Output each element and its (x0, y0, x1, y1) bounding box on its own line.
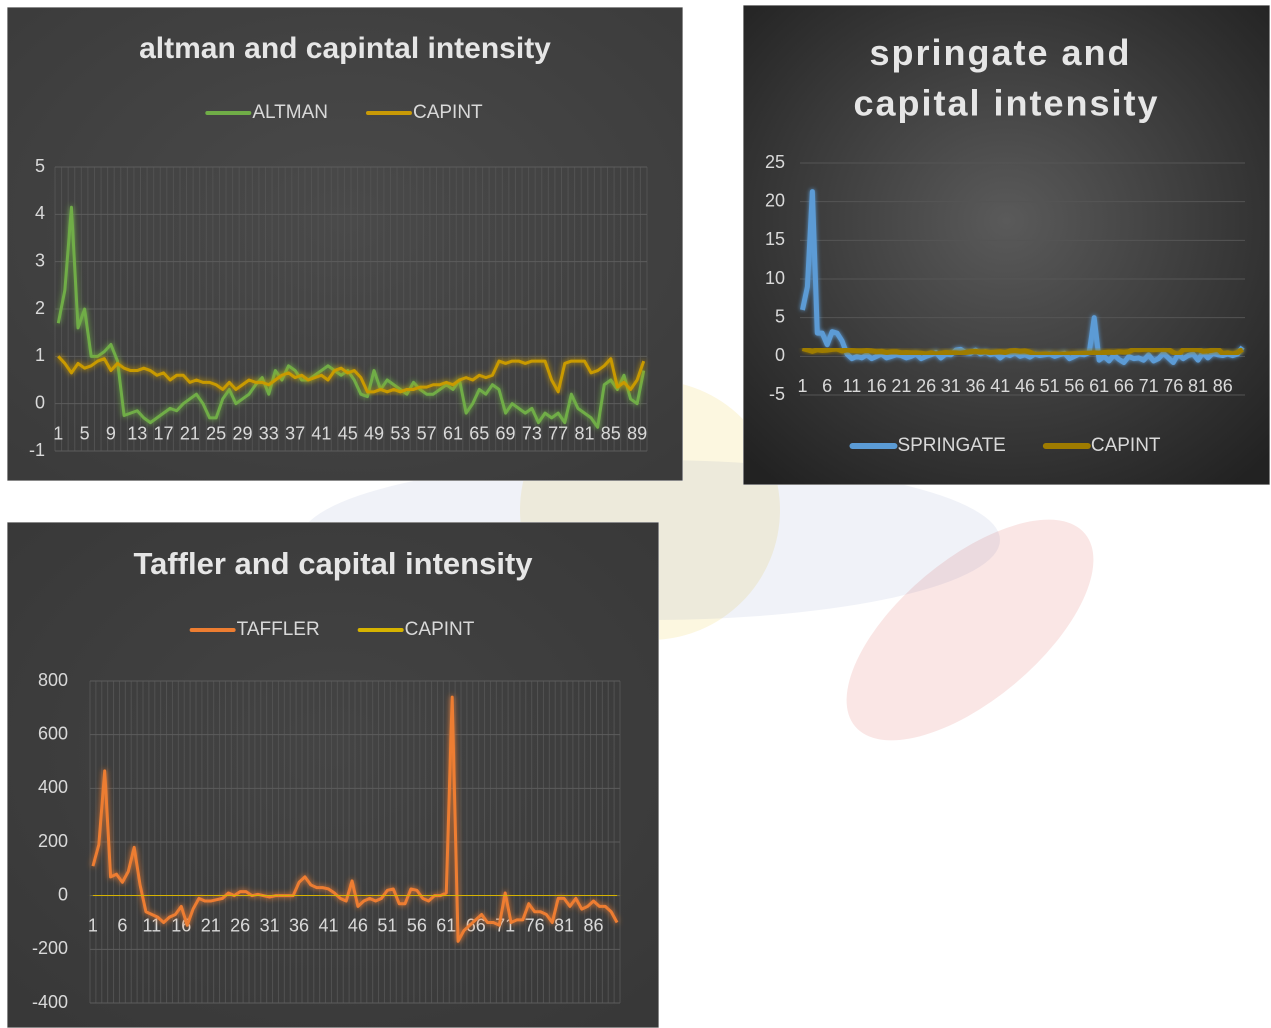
x-tick-label: 77 (548, 423, 568, 443)
x-tick-label: 31 (260, 915, 280, 935)
x-tick-label: 85 (601, 423, 621, 443)
y-tick-label: 200 (38, 831, 68, 851)
x-tick-label: 1 (88, 915, 98, 935)
y-tick-label: 0 (58, 884, 68, 904)
x-tick-label: 76 (525, 915, 545, 935)
x-tick-label: 26 (916, 376, 936, 396)
x-tick-label: 6 (117, 915, 127, 935)
x-tick-label: 49 (364, 423, 384, 443)
x-tick-label: 86 (583, 915, 603, 935)
y-tick-label: -200 (32, 938, 68, 958)
x-tick-label: 71 (1139, 376, 1159, 396)
y-tick-label: 20 (765, 190, 785, 210)
x-tick-label: 36 (289, 915, 309, 935)
x-tick-label: 89 (627, 423, 647, 443)
x-tick-label: 46 (348, 915, 368, 935)
x-tick-label: 53 (390, 423, 410, 443)
x-tick-label: 81 (574, 423, 594, 443)
x-tick-label: 29 (232, 423, 252, 443)
x-tick-label: 36 (966, 376, 986, 396)
x-tick-label: 21 (180, 423, 200, 443)
x-tick-label: 41 (311, 423, 331, 443)
chart-title: Taffler and capital intensity (133, 546, 533, 581)
chart: springate and capital intensity-50510152… (743, 5, 1270, 485)
y-tick-label: 600 (38, 723, 68, 743)
y-tick-label: 0 (775, 345, 785, 365)
x-tick-label: 46 (1015, 376, 1035, 396)
x-tick-label: 1 (53, 423, 63, 443)
y-tick-label: 2 (35, 298, 45, 318)
y-tick-label: 4 (35, 203, 45, 223)
x-tick-label: 65 (469, 423, 489, 443)
x-tick-label: 41 (990, 376, 1010, 396)
x-tick-label: 81 (554, 915, 574, 935)
y-tick-label: 1 (35, 345, 45, 365)
x-tick-label: 45 (338, 423, 358, 443)
y-tick-label: 5 (35, 156, 45, 176)
x-tick-label: 26 (230, 915, 250, 935)
y-tick-label: 400 (38, 777, 68, 797)
x-tick-label: 57 (417, 423, 437, 443)
x-tick-label: 76 (1163, 376, 1183, 396)
y-tick-label: -5 (769, 384, 785, 404)
x-tick-label: 61 (443, 423, 463, 443)
x-tick-label: 13 (127, 423, 147, 443)
x-tick-label: 73 (522, 423, 542, 443)
y-tick-label: 25 (765, 152, 785, 172)
x-tick-label: 56 (1064, 376, 1084, 396)
x-tick-label: 6 (822, 376, 832, 396)
x-tick-label: 66 (1114, 376, 1134, 396)
x-tick-label: 37 (285, 423, 305, 443)
y-tick-label: 0 (35, 392, 45, 412)
x-tick-label: 51 (1040, 376, 1060, 396)
x-tick-label: 11 (843, 376, 862, 396)
y-tick-label: 5 (775, 306, 785, 326)
x-tick-label: 41 (318, 915, 338, 935)
page: altman and capintal intensity-1012345159… (0, 0, 1271, 1028)
x-tick-label: 56 (407, 915, 427, 935)
x-tick-label: 16 (867, 376, 887, 396)
legend-label: ALTMAN (252, 102, 328, 123)
y-tick-label: 10 (765, 268, 785, 288)
x-tick-label: 61 (1089, 376, 1109, 396)
x-tick-label: 21 (201, 915, 221, 935)
x-tick-label: 81 (1188, 376, 1208, 396)
x-tick-label: 86 (1213, 376, 1233, 396)
y-tick-label: 15 (765, 229, 785, 249)
x-tick-label: 51 (377, 915, 397, 935)
chart-title: altman and capintal intensity (139, 32, 551, 65)
x-tick-label: 61 (436, 915, 456, 935)
legend-label: CAPINT (413, 102, 483, 123)
x-tick-label: 21 (891, 376, 911, 396)
x-tick-label: 25 (206, 423, 226, 443)
x-tick-label: 5 (80, 423, 90, 443)
x-tick-label: 31 (941, 376, 961, 396)
x-tick-label: 69 (496, 423, 516, 443)
y-tick-label: 800 (38, 670, 68, 690)
x-tick-label: 9 (106, 423, 116, 443)
legend-label: TAFFLER (237, 619, 320, 640)
chart-background (743, 5, 1270, 485)
x-tick-label: 17 (154, 423, 174, 443)
y-tick-label: 3 (35, 250, 45, 270)
legend-label: CAPINT (405, 619, 475, 640)
chart: Taffler and capital intensity -400 -200 0 20… (7, 522, 659, 1028)
y-tick-label: -1 (29, 440, 45, 460)
x-tick-label: 33 (259, 423, 279, 443)
legend-label: CAPINT (1091, 435, 1161, 456)
y-tick-label: -400 (32, 992, 68, 1012)
x-tick-label: 1 (797, 376, 807, 396)
legend-label: SPRINGATE (897, 435, 1005, 456)
